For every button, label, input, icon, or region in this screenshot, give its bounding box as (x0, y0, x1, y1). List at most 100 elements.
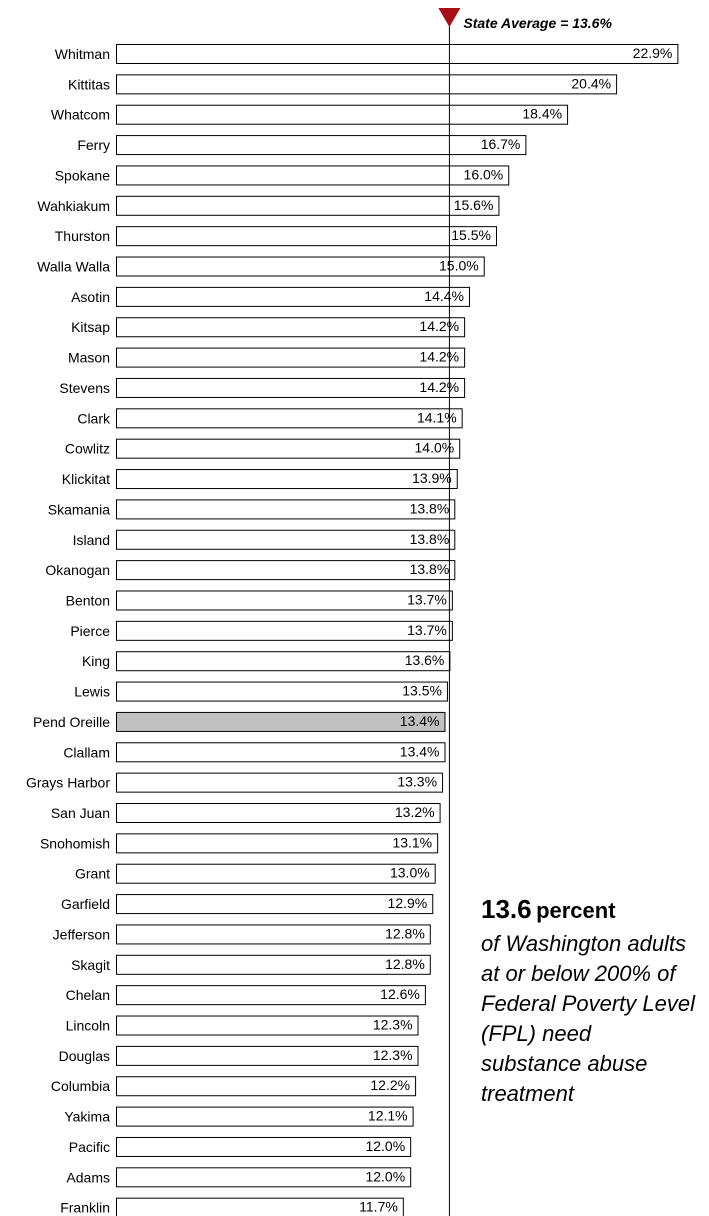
category-label: Benton (66, 592, 110, 608)
bar-row: Kitsap 14.2% (71, 317, 466, 338)
callout-number: 13.6 (481, 894, 532, 924)
bar-row: Jefferson 12.8% (53, 924, 431, 945)
value-label: 12.6% (380, 986, 420, 1002)
bar-row: Mason 14.2% (68, 347, 466, 368)
bar-row: Franklin 11.7% (60, 1197, 404, 1216)
bar-row: Whitman 22.9% (55, 44, 679, 64)
value-label: 12.8% (385, 925, 425, 941)
value-label: 16.0% (464, 166, 504, 182)
bar (116, 1197, 404, 1216)
category-label: Asotin (71, 289, 110, 305)
category-label: Garfield (61, 896, 110, 912)
bar-row: Walla Walla 15.0% (37, 256, 485, 277)
category-label: Island (73, 532, 110, 548)
bar-row: Thurston 15.5% (55, 226, 497, 247)
bar (116, 195, 500, 216)
bar (116, 1136, 412, 1157)
bar (116, 469, 458, 490)
category-label: Pierce (70, 623, 110, 639)
value-label: 12.8% (385, 956, 425, 972)
bars-group: Whitman 22.9% Kittitas 20.4% Whatcom 18.4% Fer… (26, 44, 679, 1216)
bar (116, 438, 461, 459)
value-label: 13.8% (410, 531, 450, 547)
category-label: Cowlitz (65, 441, 110, 457)
value-label: 12.1% (368, 1108, 408, 1124)
bar (116, 1167, 412, 1188)
bar (116, 620, 453, 641)
bar-row: San Juan 13.2% (51, 803, 441, 823)
bar (116, 1015, 419, 1036)
bar-highlighted (116, 711, 446, 732)
callout-box: 13.6 percent of Washington adults at or … (481, 894, 696, 1109)
bar-row: Okanogan 13.8% (45, 560, 456, 581)
category-label: Okanogan (45, 562, 110, 578)
bar-row: Benton 13.7% (66, 590, 453, 611)
value-label: 15.0% (439, 258, 479, 274)
category-label: Franklin (60, 1200, 110, 1216)
category-label: Wahkiakum (37, 198, 110, 214)
bar-row: Columbia 12.2% (51, 1076, 417, 1097)
category-label: Klickitat (62, 471, 110, 487)
category-label: Yakima (64, 1109, 110, 1125)
value-label: 14.1% (417, 409, 457, 425)
value-label: 13.5% (402, 683, 442, 699)
category-label: Jefferson (53, 926, 110, 942)
value-label: 12.3% (373, 1047, 413, 1063)
category-label: Douglas (59, 1048, 110, 1064)
category-label: San Juan (51, 805, 110, 821)
bar-row: Grays Harbor 13.3% (26, 772, 444, 793)
bar-row: Stevens 14.2% (59, 377, 466, 398)
bar-row: Skamania 13.8% (48, 499, 456, 520)
value-label: 14.2% (419, 379, 459, 395)
category-label: Whitman (55, 46, 110, 62)
category-label: Chelan (66, 987, 110, 1003)
bar-row: Ferry 16.7% (77, 135, 527, 156)
category-label: Adams (66, 1169, 110, 1185)
category-label: Clallam (63, 744, 110, 760)
value-label: 13.8% (410, 500, 450, 516)
category-label: Pend Oreille (33, 714, 110, 730)
bar-row: Grant 13.0% (75, 863, 436, 884)
bar (116, 863, 436, 884)
bar (116, 560, 456, 581)
category-label: Clark (77, 410, 111, 426)
category-label: Walla Walla (37, 259, 110, 275)
bar (116, 135, 527, 156)
category-label: Lincoln (66, 1018, 110, 1034)
value-label: 13.3% (397, 774, 437, 790)
value-label: 15.5% (451, 227, 491, 243)
bar (116, 529, 456, 550)
category-label: Whatcom (51, 107, 110, 123)
bar (116, 226, 497, 247)
bar-row: Kittitas 20.4% (68, 74, 618, 95)
bar-row: Lincoln 12.3% (66, 1015, 419, 1036)
bar (116, 894, 434, 915)
bar-row: Pierce 13.7% (70, 620, 453, 641)
bar-row: Spokane 16.0% (55, 165, 510, 186)
bar-row: Clallam 13.4% (63, 742, 446, 763)
value-label: 13.1% (392, 834, 432, 850)
bar (116, 651, 451, 672)
value-label: 13.4% (400, 743, 440, 759)
bar (116, 1045, 419, 1066)
category-label: Skamania (48, 501, 110, 517)
value-label: 12.3% (373, 1017, 413, 1033)
bar-row: Island 13.8% (73, 529, 456, 550)
value-label: 13.4% (400, 713, 440, 729)
bar (116, 408, 463, 429)
category-label: Skagit (71, 957, 110, 973)
value-label: 13.9% (412, 470, 452, 486)
bar (116, 833, 439, 854)
value-label: 14.2% (419, 318, 459, 334)
bar (116, 347, 466, 368)
value-label: 15.6% (454, 197, 494, 213)
value-label: 13.7% (407, 622, 447, 638)
state-average-reference: State Average = 13.6% (438, 8, 612, 1216)
bar (116, 317, 466, 338)
category-label: Spokane (55, 167, 110, 183)
category-label: Lewis (74, 684, 110, 700)
bar-row: King 13.6% (82, 651, 451, 672)
category-label: Mason (68, 350, 110, 366)
value-label: 14.2% (419, 349, 459, 365)
bar (116, 590, 453, 611)
